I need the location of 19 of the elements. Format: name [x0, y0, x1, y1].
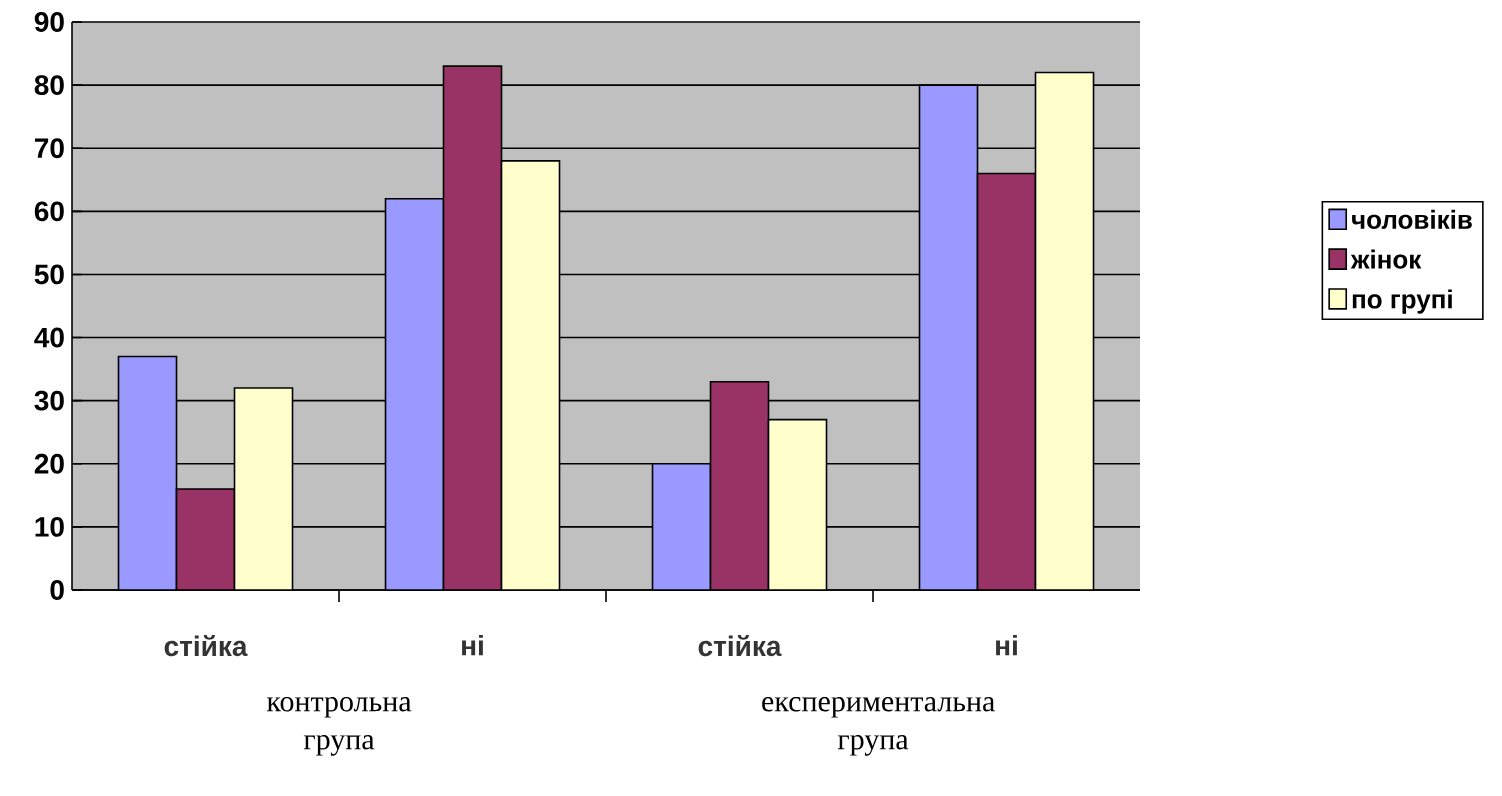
legend-label: чоловіків	[1352, 209, 1472, 229]
x-tick-label: ні	[462, 635, 483, 656]
y-tick-label: 10	[35, 516, 64, 537]
y-tick-label: 30	[34, 390, 64, 411]
y-tick-label: 70	[34, 138, 64, 159]
text: контрольна група	[266, 697, 412, 756]
y-tick-label: 0	[50, 580, 64, 600]
y-tick-label: 90	[34, 12, 64, 32]
x-tick-label: стійка	[698, 635, 782, 657]
x-tick-label: стійка	[164, 635, 248, 657]
y-tick-label: 40	[34, 327, 64, 348]
y-tick-label: 20	[34, 453, 64, 474]
x-tick-label: ні	[996, 635, 1017, 656]
text: експериментальна група	[762, 697, 995, 756]
y-tick-label: 50	[34, 264, 64, 285]
y-tick-label: 60	[34, 201, 64, 222]
legend-label: жінок	[1350, 249, 1422, 269]
legend-label: по групі	[1352, 289, 1452, 314]
y-tick-label: 80	[34, 75, 64, 96]
